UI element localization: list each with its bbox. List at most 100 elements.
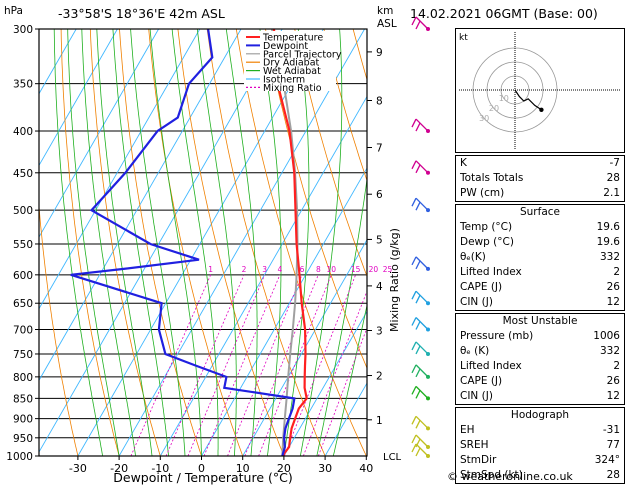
mixing-ratio-label: 3	[262, 265, 267, 274]
wind-barb	[411, 317, 430, 332]
wind-barb-flag	[411, 341, 417, 351]
hodograph-ring-label: 20	[489, 104, 499, 113]
dry-adiabat-line	[294, 29, 367, 278]
km-tick-label: 6	[376, 189, 383, 201]
index-label: CAPE (J)	[460, 281, 503, 293]
km-tick-label: 4	[376, 281, 383, 293]
pressure-tick-label: 750	[13, 349, 33, 361]
index-label: EH	[460, 424, 475, 436]
isotherm-line	[159, 95, 367, 456]
isotherm-line	[39, 29, 159, 238]
dry-adiabat-line	[39, 201, 79, 456]
wind-barb	[411, 16, 430, 31]
mixing-ratio-line	[244, 274, 319, 456]
index-row: SREH 77	[456, 438, 624, 453]
wind-barb	[411, 290, 430, 306]
index-value: 19.6	[596, 221, 620, 233]
index-label: K	[460, 157, 467, 169]
pressure-axis-label: hPa	[4, 5, 23, 17]
index-row: θₑ(K) 332	[456, 250, 624, 265]
dewpoint-profile-line	[70, 29, 296, 456]
wind-barb-flag	[415, 260, 421, 270]
legend-item: Wet Adiabat	[263, 66, 321, 77]
x-axis-label: Dewpoint / Temperature (°C)	[113, 470, 292, 485]
wind-barb-dot	[426, 327, 430, 332]
wind-barb-dot	[426, 129, 430, 134]
basic-indices-box: K -7 Totals Totals 28 PW (cm) 2.1	[455, 155, 625, 202]
dry-adiabat-line	[323, 29, 367, 182]
wind-barb-shaft	[415, 197, 429, 211]
wet-adiabat-line	[259, 29, 282, 456]
isotherm-line	[283, 310, 367, 456]
hodograph-unit-label: kt	[459, 33, 468, 43]
mixing-ratio-line	[303, 290, 367, 456]
hodograph-ring-label: 30	[479, 114, 489, 123]
isotherm-line	[242, 238, 367, 456]
wet-adiabat-line	[112, 29, 169, 456]
mixing-ratio-label: 15	[351, 265, 361, 274]
index-value: 12	[606, 390, 620, 402]
lcl-label: LCL	[383, 452, 402, 463]
km-tick-label: 3	[376, 326, 383, 338]
wind-barb-flag	[415, 345, 421, 355]
wet-adiabat-line	[196, 29, 237, 456]
dry-adiabat-line	[177, 29, 285, 456]
pressure-tick-label: 350	[13, 79, 33, 91]
index-label: CIN (J)	[460, 390, 493, 402]
index-label: Temp (°C)	[460, 221, 513, 233]
pressure-tick-label: 600	[13, 270, 33, 282]
index-value: -7	[609, 157, 620, 169]
wet-adiabat-line	[149, 29, 202, 456]
hodograph-ring-label: 10	[499, 94, 509, 103]
wind-barb-flag	[411, 386, 417, 395]
index-value: 28	[606, 172, 620, 184]
index-row: StmSpd (kt) 28	[456, 468, 624, 483]
index-label: Lifted Index	[460, 360, 522, 372]
dry-adiabat-line	[235, 29, 367, 456]
temperature-tick-label: 20	[277, 462, 291, 475]
wind-barb-flag	[415, 420, 421, 429]
wind-barb	[411, 415, 430, 431]
index-row: Lifted Index 2	[456, 359, 624, 374]
wind-barb-flag	[411, 317, 417, 326]
wind-barb-dot	[426, 266, 430, 271]
wind-barb-shaft	[415, 317, 429, 330]
isotherm-line	[201, 167, 367, 456]
index-label: Lifted Index	[460, 266, 522, 278]
wind-barb-flag	[415, 438, 421, 448]
indices-panel: K -7 Totals Totals 28 PW (cm) 2.1 Surface Tem…	[455, 155, 625, 486]
index-row: Temp (°C) 19.6	[456, 220, 624, 235]
wind-barb-flag	[411, 290, 417, 300]
wet-adiabat-line	[81, 29, 136, 456]
pressure-tick-label: 400	[13, 126, 33, 138]
index-value: 12	[606, 296, 620, 308]
index-label: θₑ(K)	[460, 251, 486, 263]
legend-item: Mixing Ratio	[263, 83, 322, 94]
legend-item: Dewpoint	[263, 41, 308, 52]
index-row: PW (cm) 2.1	[456, 186, 624, 201]
index-row: StmDir 324°	[456, 453, 624, 468]
parcel-trajectory-line	[270, 29, 299, 456]
wind-barb-dot	[426, 301, 430, 306]
wind-barb-shaft	[415, 443, 429, 457]
pressure-tick-label: 900	[13, 414, 33, 426]
wind-barb-flag	[415, 164, 421, 174]
index-row: CAPE (J) 26	[456, 280, 624, 295]
surface-title: Surface	[519, 206, 560, 218]
wind-barb-dot	[426, 426, 430, 431]
wind-barb-dot	[426, 170, 430, 175]
wind-barb-dot	[426, 445, 430, 450]
km-tick-label: 1	[376, 415, 383, 427]
wind-barb-flag	[415, 201, 421, 211]
mixing-ratio-line	[227, 274, 303, 456]
mixing-ratio-line	[165, 274, 245, 456]
dry-adiabat-line	[60, 29, 120, 456]
temperature-tick-label: 10	[236, 462, 250, 475]
wind-barb-flag	[411, 118, 417, 128]
hodograph-indices-box: Hodograph EH -31 SREH 77 StmDir 324° StmSpd (k…	[455, 407, 625, 484]
index-value: 324°	[594, 454, 620, 466]
temperature-tick-label: -10	[151, 462, 169, 475]
index-label: CIN (J)	[460, 296, 493, 308]
legend-item: Isotherm	[263, 75, 305, 86]
index-value: 2.1	[603, 187, 620, 199]
